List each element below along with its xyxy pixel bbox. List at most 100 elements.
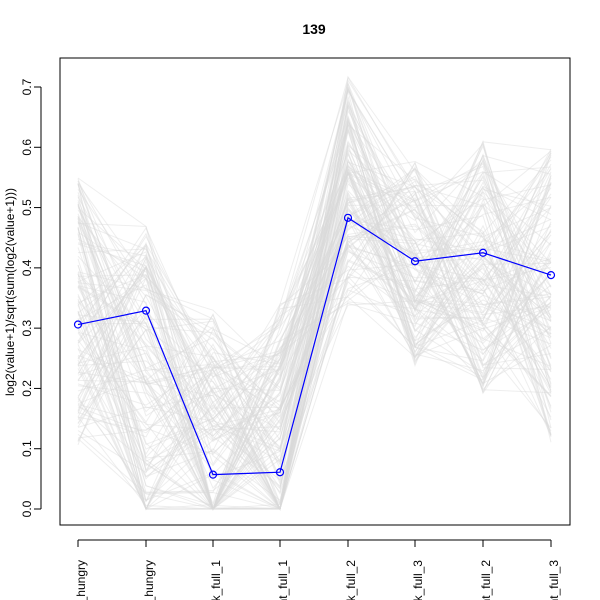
y-axis-label: log2(value+1)/sqrt(sum(log2(value+1))) [3,188,17,396]
main-series-point [208,470,218,479]
background-series-line [77,215,552,436]
background-series-line [77,189,552,441]
tick-labels: 0.0 0.1 0.2 0.3 0.4 0.5 0.6 0.7 dark_hungry light… [20,78,561,600]
background-series-line [77,189,552,377]
background-series-line [77,150,552,511]
background-series-line [77,123,552,417]
background-series-line [77,226,552,510]
background-series-line [77,234,552,428]
background-series-line [77,222,552,510]
x-tick-label: light_full_2 [479,560,493,600]
background-series-line [77,190,552,510]
background-series-line [77,143,552,511]
background-series-line [77,87,552,510]
main-series-point [478,248,488,257]
background-series-line [77,158,552,474]
background-series-line [77,166,552,510]
background-series-line [77,90,552,511]
background-series-line [77,163,552,511]
x-tick-label: light_full_3 [547,560,561,600]
background-series-line [77,144,552,510]
background-series-line [77,170,552,421]
chart-title: 139 [302,21,326,37]
background-series-line [77,215,552,431]
background-series-line [77,154,552,383]
background-series-line [77,96,552,452]
background-series-line [77,89,552,455]
background-series-line [77,88,552,467]
background-series-line [77,208,552,431]
background-series-line [77,163,552,511]
background-series-line [77,197,552,459]
main-series-point [410,257,420,266]
background-series-line [77,115,552,511]
background-series-line [77,164,552,510]
background-series-line [77,81,552,417]
background-series-line [77,123,552,511]
background-series-line [77,120,552,511]
background-series-line [77,183,552,511]
background-series-line [77,219,552,510]
x-tick-label: dark_full_2 [344,560,358,600]
background-series-line [77,263,552,467]
background-series-line [77,86,552,511]
background-series-line [77,218,552,511]
x-tick-label: dark_full_1 [209,560,223,600]
background-series-line [77,185,552,462]
background-series-line [77,141,552,510]
background-series-line [77,180,552,391]
background-series-line [77,161,552,434]
background-series-line [77,170,552,481]
y-tick-label: 0.3 [20,319,34,336]
background-series-line [77,123,552,463]
background-series-line [77,184,552,511]
y-tick-label: 0.1 [20,440,34,457]
background-series-line [77,175,552,418]
x-tick-label: dark_hungry [74,560,88,600]
background-series-line [77,169,552,472]
y-tick-label: 0.4 [20,259,34,276]
background-series-line [77,186,552,432]
background-series-line [77,239,552,496]
background-series-line [77,76,552,478]
y-tick-label: 0.2 [20,380,34,397]
plot-box [59,57,571,526]
background-series-line [77,158,552,511]
background-series-line [77,197,552,511]
background-series-line [77,83,552,510]
x-tick-label: dark_full_3 [411,560,425,600]
background-series-line [77,122,552,511]
background-series-line [77,126,552,478]
background-series-line [77,161,552,511]
y-tick-label: 0.5 [20,199,34,216]
background-series-line [77,161,552,489]
background-series-line [77,206,552,489]
background-series-line [77,109,552,510]
background-series-line [77,192,552,510]
x-tick-label: light_hungry [142,560,156,600]
background-series-line [77,205,552,494]
main-series-point [546,270,556,280]
background-series-line [77,177,552,437]
background-series-line [77,130,552,511]
background-series-line [77,196,552,446]
background-series-line [77,129,552,443]
background-series-line [77,188,552,465]
background-series-line [77,142,552,511]
main-series-point [343,213,353,222]
background-series-line [77,161,552,511]
background-series-line [77,120,552,463]
background-series-line [77,190,552,505]
background-series-line [77,145,552,505]
main-series-point [73,320,83,329]
background-series-line [77,242,552,510]
background-series-line [77,149,552,466]
background-series-line [77,253,552,410]
background-series-line [77,167,552,487]
background-series-line [77,168,552,502]
background-series-line [77,171,552,446]
background-series-line [77,168,552,502]
background-series-line [77,193,552,511]
background-series-line [77,177,552,413]
